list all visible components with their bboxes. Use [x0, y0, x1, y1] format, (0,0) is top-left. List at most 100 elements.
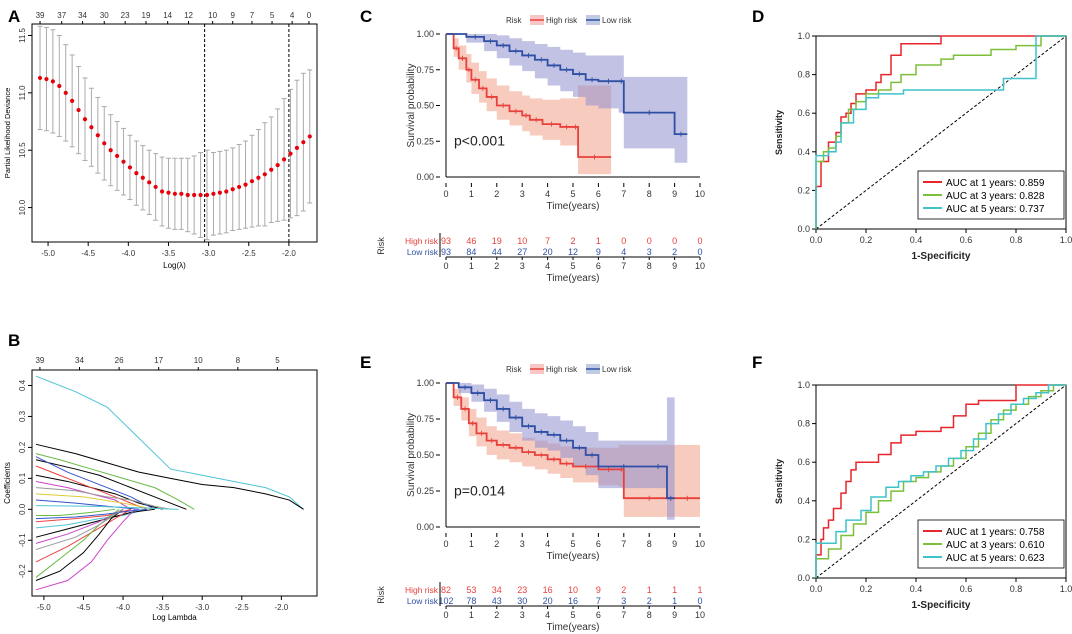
legend-box: [917, 170, 1065, 220]
confidence-band: [446, 34, 688, 163]
censor-mark: [564, 124, 570, 130]
deviance-point: [114, 153, 120, 159]
deviance-point: [50, 79, 55, 84]
x-tick-label: 0: [443, 539, 448, 549]
censor-mark: [475, 390, 481, 396]
y-tick-label: 0.8: [797, 419, 810, 429]
risk-count: 78: [466, 596, 476, 606]
top-tick-label: 39: [35, 356, 44, 365]
y-tick-label: 10.0: [18, 199, 27, 215]
x-tick-label: 0.8: [1010, 584, 1023, 594]
panel-label-e: E: [360, 353, 371, 372]
x-tick-label: 5: [570, 189, 575, 199]
deviance-point: [262, 172, 267, 177]
risk-count: 9: [596, 247, 601, 257]
legend-label: AUC at 1 years: 0.859: [946, 178, 1045, 189]
censor-mark: [472, 34, 478, 40]
censor-mark: [454, 394, 460, 400]
risk-count: 2: [647, 596, 652, 606]
risk-count: 93: [441, 236, 451, 246]
deviance-point: [185, 192, 190, 198]
legend-title: Risk: [506, 365, 523, 374]
x-tick-label: 9: [672, 539, 677, 549]
p-value: p=0.014: [454, 482, 505, 498]
coef-path: [35, 505, 179, 510]
censor-mark: [513, 415, 519, 421]
roc-curve: [815, 35, 1066, 229]
deviance-point: [301, 140, 306, 145]
risk-count: 2: [672, 247, 677, 257]
legend-label: Low risk: [602, 16, 632, 25]
risk-row-label: Low risk: [407, 596, 439, 606]
p-value: p<0.001: [454, 133, 505, 149]
censor-mark: [466, 67, 472, 73]
x-tick-label: -5.0: [41, 249, 55, 258]
censor-mark: [618, 466, 624, 472]
censor-mark: [500, 442, 506, 448]
plot-frame: [815, 384, 1067, 579]
top-tick-label: 23: [121, 11, 130, 20]
deviance-point: [134, 171, 139, 176]
survival-curve: [446, 382, 700, 500]
x-tick-label: 0.0: [810, 584, 823, 594]
top-tick-label: 30: [100, 11, 109, 20]
top-tick-label: 5: [275, 356, 280, 365]
censor-mark: [646, 495, 652, 501]
censor-mark: [479, 430, 485, 436]
x-tick-label: 8: [647, 539, 652, 549]
censor-mark: [684, 495, 690, 501]
coef-path: [35, 474, 163, 510]
panel-label-b: B: [8, 331, 20, 350]
top-tick-label: 4: [290, 11, 295, 20]
risk-x-tick-label: 9: [672, 610, 677, 620]
deviance-point: [76, 107, 81, 113]
legend-label: AUC at 1 years: 0.758: [946, 527, 1045, 538]
censor-mark: [523, 113, 529, 119]
risk-x-axis-title: Time(years): [547, 273, 600, 284]
censor-mark: [551, 456, 557, 462]
x-tick-label: 0.8: [1010, 235, 1023, 245]
censor-mark: [606, 78, 612, 84]
top-tick-label: 8: [236, 356, 241, 365]
censor-mark: [526, 449, 532, 455]
censor-mark: [551, 62, 557, 68]
y-tick-label: 0.2: [797, 534, 810, 544]
risk-x-tick-label: 5: [570, 261, 575, 271]
censor-mark: [480, 85, 486, 91]
y-tick-label: 0.4: [797, 147, 810, 157]
panel-d-roc-curve: 0.0 0.2 0.4 0.6 0.8 1.0 0.0 0.2 0.4 0.6 0.8 1.0 AUC …: [774, 31, 1072, 262]
risk-x-tick-label: 4: [545, 610, 550, 620]
top-tick-label: 5: [270, 11, 275, 20]
deviance-point: [307, 134, 312, 139]
risk-count: 0: [672, 236, 677, 246]
risk-x-tick-label: 7: [621, 610, 626, 620]
risk-x-tick-label: 1: [469, 610, 474, 620]
censor-mark: [500, 42, 506, 48]
censor-mark: [538, 57, 544, 63]
censor-mark: [489, 94, 495, 100]
censor-mark: [592, 154, 598, 160]
y-tick-label: 0.50: [416, 101, 434, 111]
x-tick-label: 1: [469, 539, 474, 549]
risk-row-label: Low risk: [407, 247, 439, 257]
risk-x-tick-label: 2: [494, 261, 499, 271]
risk-count: 20: [543, 247, 553, 257]
censor-mark: [526, 52, 532, 58]
risk-count: 27: [517, 247, 527, 257]
x-axis-title: Log Lambda: [152, 613, 197, 622]
deviance-point: [82, 117, 88, 122]
deviance-point: [217, 190, 222, 195]
y-tick-label: 0.0: [797, 573, 810, 583]
censor-mark: [513, 48, 519, 54]
risk-table-title: Risk: [376, 237, 386, 255]
censor-mark: [453, 45, 459, 51]
censor-mark: [576, 445, 582, 451]
deviance-point: [172, 191, 178, 196]
deviance-point: [108, 148, 113, 153]
risk-x-tick-label: 8: [647, 610, 652, 620]
risk-x-tick-label: 10: [695, 261, 705, 271]
coef-path: [35, 508, 124, 551]
y-tick-label: 0.3: [18, 410, 27, 422]
confidence-band: [446, 383, 675, 520]
